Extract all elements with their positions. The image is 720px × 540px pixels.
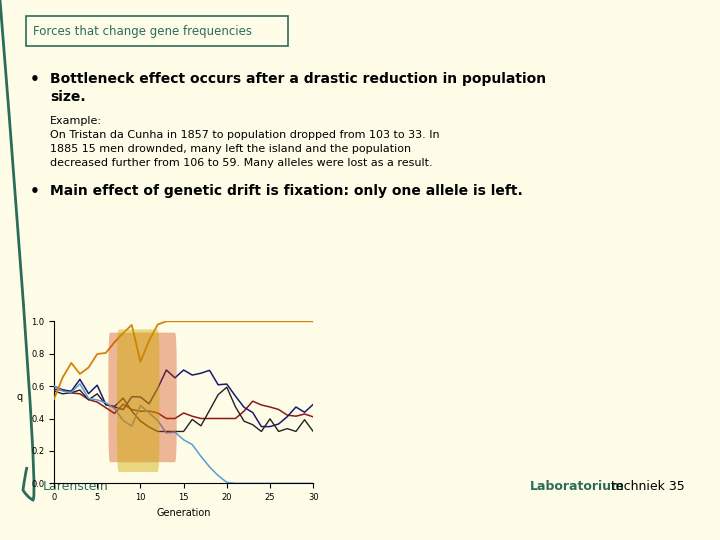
FancyBboxPatch shape [117,329,159,472]
Text: size.: size. [50,90,86,104]
Text: Bottleneck effect occurs after a drastic reduction in population: Bottleneck effect occurs after a drastic… [50,72,546,86]
Text: On Tristan da Cunha in 1857 to population dropped from 103 to 33. In: On Tristan da Cunha in 1857 to populatio… [50,130,440,140]
Text: techniek 35: techniek 35 [611,481,685,494]
Text: •: • [30,184,40,199]
Text: decreased further from 106 to 59. Many alleles were lost as a result.: decreased further from 106 to 59. Many a… [50,158,433,168]
Text: Example:: Example: [50,116,102,126]
FancyBboxPatch shape [26,16,288,46]
Text: 1885 15 men drownded, many left the island and the population: 1885 15 men drownded, many left the isla… [50,144,411,154]
Text: Larenstein: Larenstein [43,481,109,494]
Text: •: • [30,72,40,87]
Text: Main effect of genetic drift is fixation: only one allele is left.: Main effect of genetic drift is fixation… [50,184,523,198]
Y-axis label: q: q [17,392,23,402]
Text: Laboratorium: Laboratorium [530,481,625,494]
Text: Forces that change gene frequencies: Forces that change gene frequencies [33,24,252,37]
FancyBboxPatch shape [109,333,176,462]
X-axis label: Generation: Generation [156,508,211,517]
